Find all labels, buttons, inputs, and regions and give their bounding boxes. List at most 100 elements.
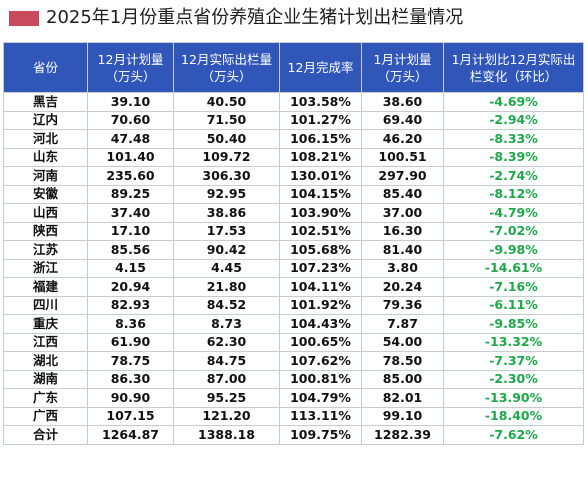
cell-jan-plan: 54.00: [361, 332, 444, 352]
cell-province: 安徽: [3, 184, 88, 204]
cell-dec-rate: 100.65%: [279, 332, 362, 352]
cell-jan-plan: 78.50: [361, 351, 444, 371]
table-row: 四川 82.93 84.52 101.92% 79.36 -6.11%: [3, 295, 584, 315]
cell-change: -14.61%: [443, 258, 584, 278]
table-row: 广东 90.90 95.25 104.79% 82.01 -13.90%: [3, 388, 584, 408]
table-row: 陕西 17.10 17.53 102.51% 16.30 -7.02%: [3, 221, 584, 241]
cell-dec-rate: 113.11%: [279, 406, 362, 426]
title-marker: [9, 11, 39, 26]
cell-province: 辽内: [3, 110, 88, 130]
cell-province: 河南: [3, 166, 88, 186]
table-row: 江西 61.90 62.30 100.65% 54.00 -13.32%: [3, 332, 584, 352]
cell-change: -18.40%: [443, 406, 584, 426]
cell-dec-rate: 104.43%: [279, 314, 362, 334]
cell-dec-plan: 39.10: [87, 92, 174, 112]
cell-change: -7.16%: [443, 277, 584, 297]
cell-dec-rate: 101.92%: [279, 295, 362, 315]
cell-dec-plan: 86.30: [87, 369, 174, 389]
cell-dec-plan: 61.90: [87, 332, 174, 352]
cell-dec-actual: 8.73: [173, 314, 280, 334]
cell-jan-plan: 46.20: [361, 129, 444, 149]
cell-jan-plan: 100.51: [361, 147, 444, 167]
cell-dec-plan: 78.75: [87, 351, 174, 371]
cell-dec-actual: 109.72: [173, 147, 280, 167]
cell-change: -13.90%: [443, 388, 584, 408]
cell-province: 河北: [3, 129, 88, 149]
cell-change: -7.37%: [443, 351, 584, 371]
col-header-dec-rate: 12月完成率: [279, 42, 362, 93]
table-row: 湖南 86.30 87.00 100.81% 85.00 -2.30%: [3, 369, 584, 389]
cell-dec-rate: 103.90%: [279, 203, 362, 223]
cell-jan-plan: 16.30: [361, 221, 444, 241]
cell-dec-plan: 85.56: [87, 240, 174, 260]
cell-province: 黑吉: [3, 92, 88, 112]
cell-change: -8.12%: [443, 184, 584, 204]
cell-dec-rate: 130.01%: [279, 166, 362, 186]
cell-dec-rate: 102.51%: [279, 221, 362, 241]
title-row: 2025年1月份重点省份养殖企业生猪计划出栏量情况: [0, 0, 587, 38]
cell-dec-actual: 92.95: [173, 184, 280, 204]
cell-province: 湖南: [3, 369, 88, 389]
cell-dec-rate: 109.75%: [279, 425, 362, 445]
cell-change: -4.69%: [443, 92, 584, 112]
cell-jan-plan: 297.90: [361, 166, 444, 186]
cell-province: 福建: [3, 277, 88, 297]
cell-dec-actual: 71.50: [173, 110, 280, 130]
cell-change: -8.39%: [443, 147, 584, 167]
cell-dec-plan: 47.48: [87, 129, 174, 149]
cell-province: 重庆: [3, 314, 88, 334]
data-table: 省份 12月计划量 （万头） 12月实际出栏量 （万头） 12月完成率 1月计划量（…: [3, 42, 584, 445]
cell-change: -7.62%: [443, 425, 584, 445]
cell-jan-plan: 79.36: [361, 295, 444, 315]
cell-dec-actual: 95.25: [173, 388, 280, 408]
table-row: 黑吉 39.10 40.50 103.58% 38.60 -4.69%: [3, 92, 584, 112]
cell-province: 四川: [3, 295, 88, 315]
table-row: 重庆 8.36 8.73 104.43% 7.87 -9.85%: [3, 314, 584, 334]
col-header-dec-actual: 12月实际出栏量 （万头）: [173, 42, 280, 93]
col-header-province: 省份: [3, 42, 88, 93]
cell-province: 广西: [3, 406, 88, 426]
cell-dec-plan: 37.40: [87, 203, 174, 223]
cell-jan-plan: 37.00: [361, 203, 444, 223]
cell-dec-plan: 90.90: [87, 388, 174, 408]
cell-province: 陕西: [3, 221, 88, 241]
col-header-dec-plan: 12月计划量 （万头）: [87, 42, 174, 93]
cell-dec-rate: 107.62%: [279, 351, 362, 371]
cell-dec-actual: 40.50: [173, 92, 280, 112]
cell-jan-plan: 99.10: [361, 406, 444, 426]
cell-province: 湖北: [3, 351, 88, 371]
cell-dec-rate: 104.15%: [279, 184, 362, 204]
cell-dec-plan: 8.36: [87, 314, 174, 334]
cell-province: 江西: [3, 332, 88, 352]
cell-dec-actual: 1388.18: [173, 425, 280, 445]
cell-dec-actual: 90.42: [173, 240, 280, 260]
table-header-row: 省份 12月计划量 （万头） 12月实际出栏量 （万头） 12月完成率 1月计划量（…: [3, 42, 584, 93]
table-row: 浙江 4.15 4.45 107.23% 3.80 -14.61%: [3, 258, 584, 278]
table-row: 安徽 89.25 92.95 104.15% 85.40 -8.12%: [3, 184, 584, 204]
cell-dec-rate: 107.23%: [279, 258, 362, 278]
table-row: 江苏 85.56 90.42 105.68% 81.40 -9.98%: [3, 240, 584, 260]
cell-change: -13.32%: [443, 332, 584, 352]
cell-jan-plan: 7.87: [361, 314, 444, 334]
cell-change: -4.79%: [443, 203, 584, 223]
cell-change: -2.74%: [443, 166, 584, 186]
cell-jan-plan: 20.24: [361, 277, 444, 297]
cell-dec-actual: 121.20: [173, 406, 280, 426]
cell-province: 合计: [3, 425, 88, 445]
cell-dec-actual: 4.45: [173, 258, 280, 278]
cell-jan-plan: 82.01: [361, 388, 444, 408]
cell-dec-rate: 100.81%: [279, 369, 362, 389]
cell-change: -9.85%: [443, 314, 584, 334]
cell-dec-actual: 21.80: [173, 277, 280, 297]
cell-jan-plan: 38.60: [361, 92, 444, 112]
page-title: 2025年1月份重点省份养殖企业生猪计划出栏量情况: [46, 7, 464, 28]
cell-change: -9.98%: [443, 240, 584, 260]
cell-dec-plan: 1264.87: [87, 425, 174, 445]
cell-change: -7.02%: [443, 221, 584, 241]
cell-change: -8.33%: [443, 129, 584, 149]
table-row: 辽内 70.60 71.50 101.27% 69.40 -2.94%: [3, 110, 584, 130]
cell-dec-actual: 87.00: [173, 369, 280, 389]
table-row: 广西 107.15 121.20 113.11% 99.10 -18.40%: [3, 406, 584, 426]
table-row: 山东 101.40 109.72 108.21% 100.51 -8.39%: [3, 147, 584, 167]
table-row: 山西 37.40 38.86 103.90% 37.00 -4.79%: [3, 203, 584, 223]
